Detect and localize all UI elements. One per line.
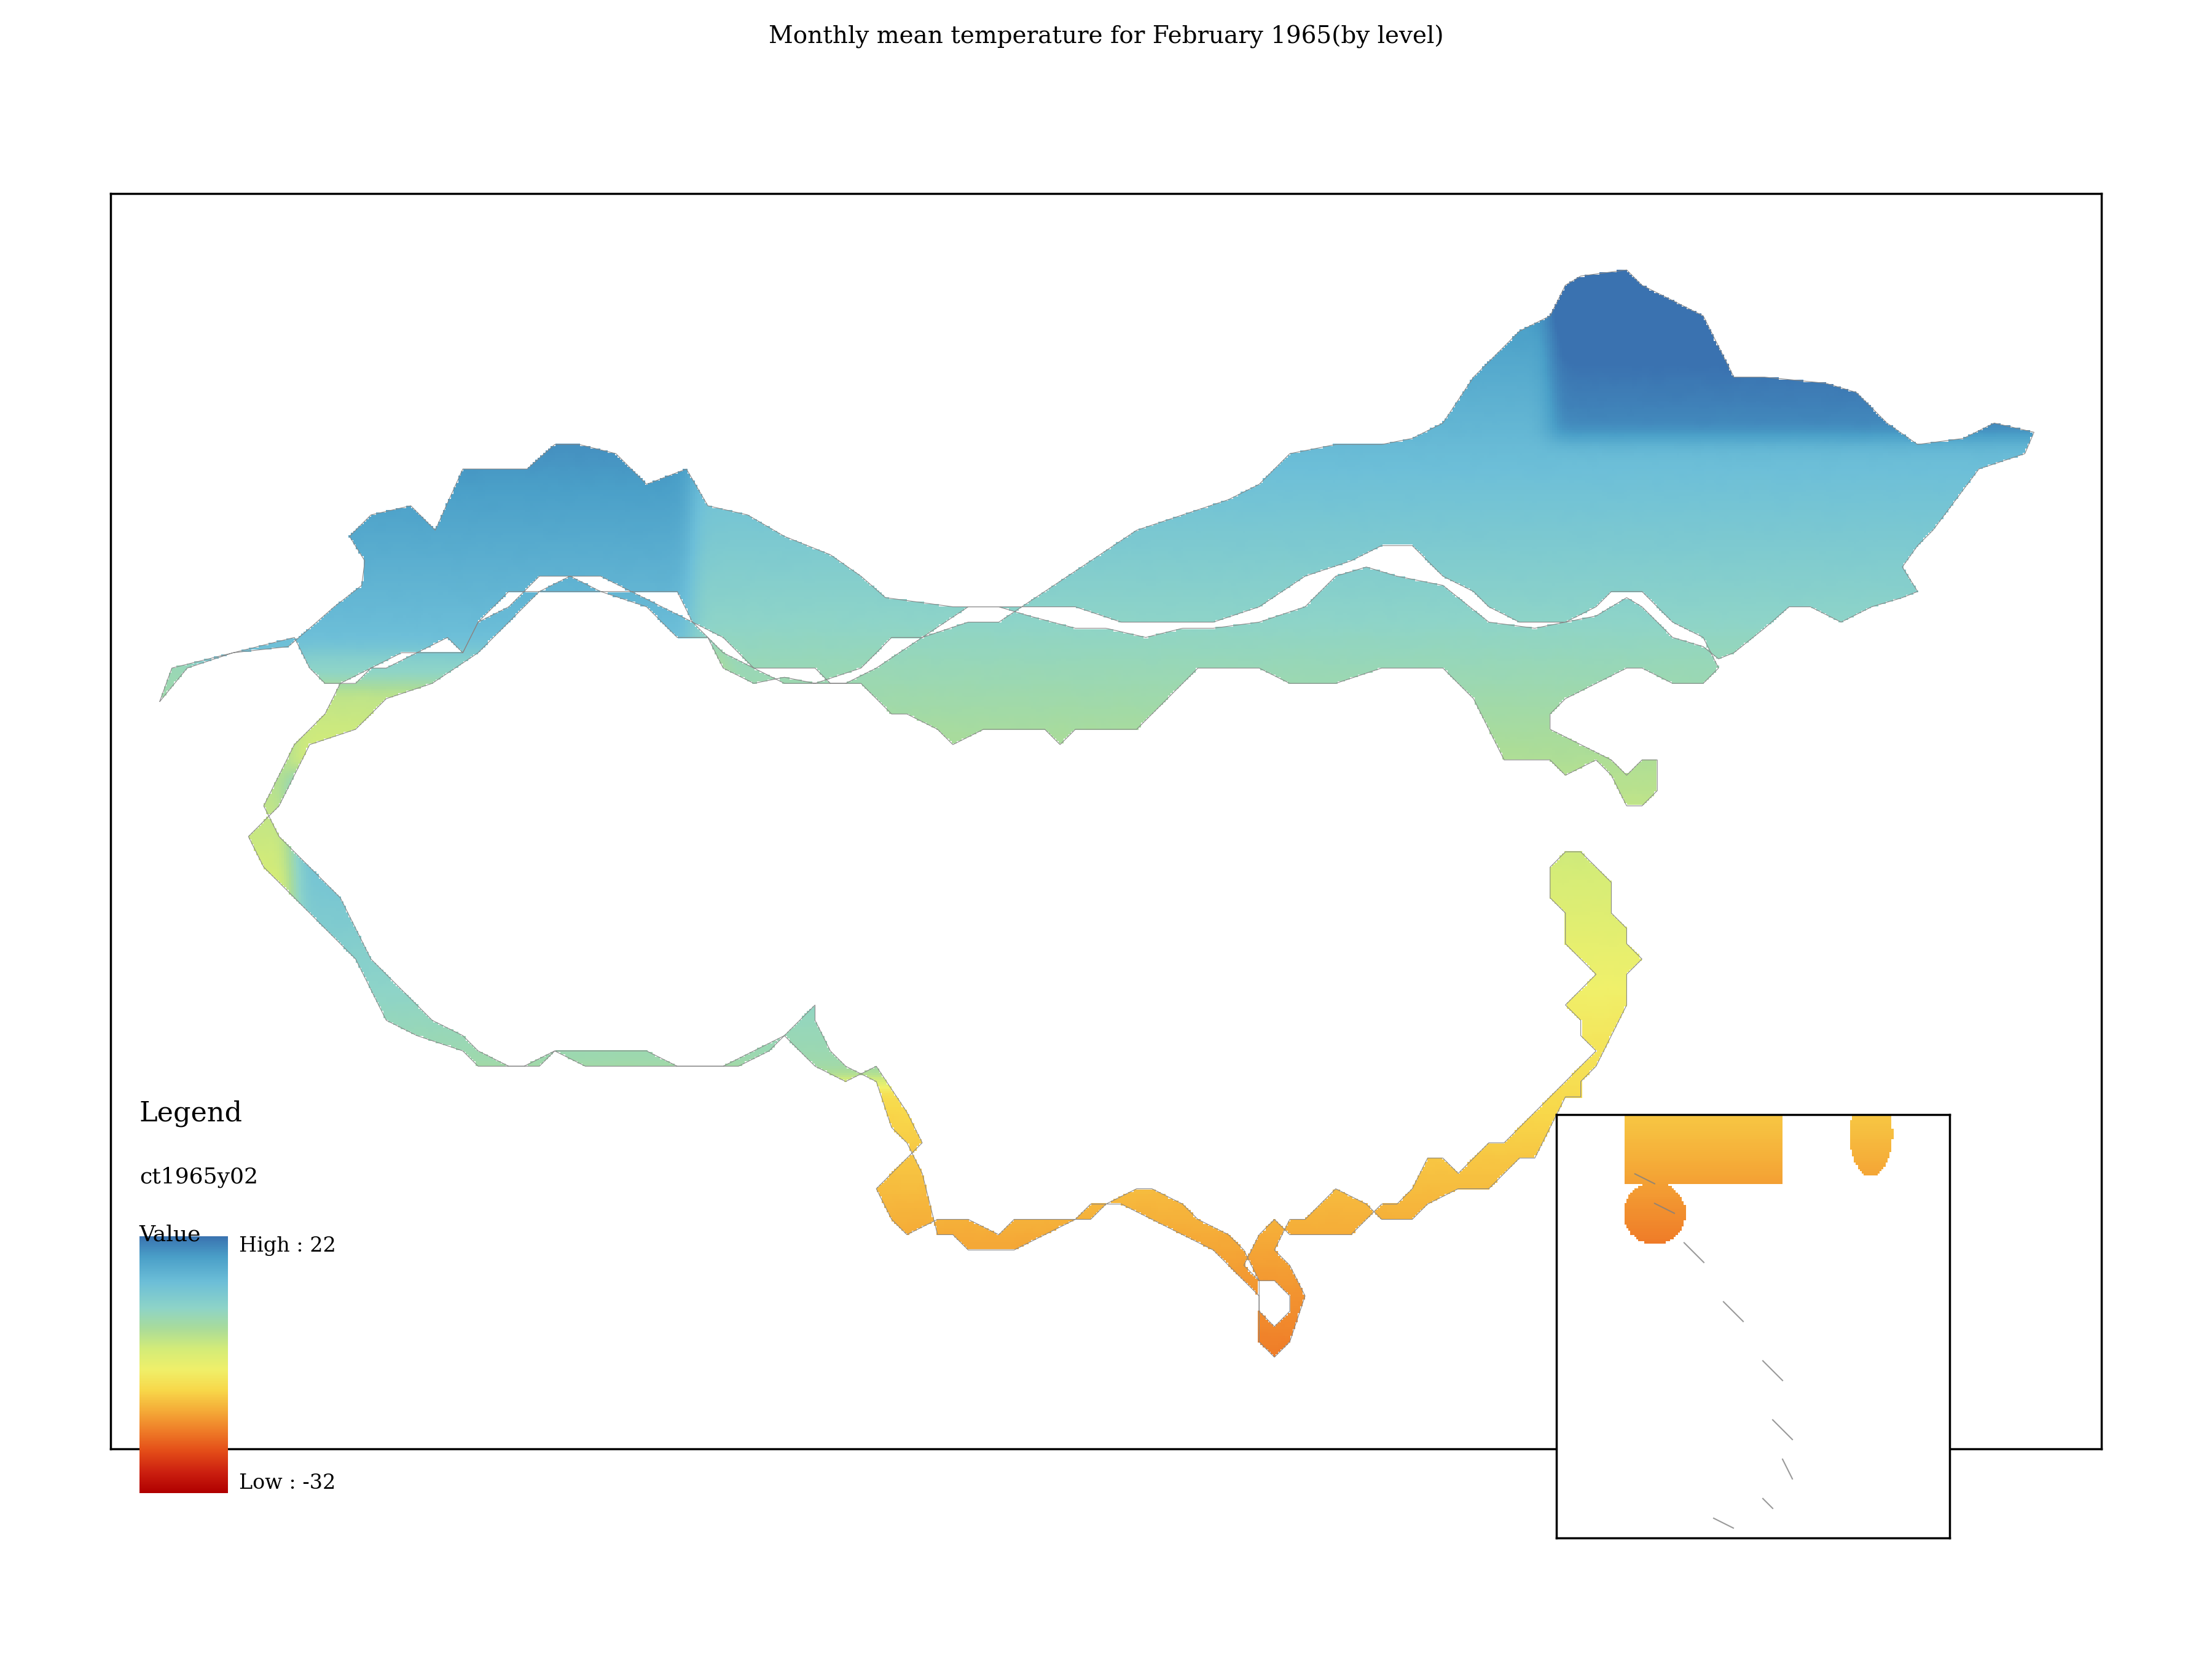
Text: High : 22: High : 22 bbox=[239, 1236, 336, 1256]
Text: ct1965y02: ct1965y02 bbox=[139, 1166, 259, 1188]
Text: Legend: Legend bbox=[139, 1100, 243, 1126]
Text: Monthly mean temperature for February 1965(by level): Monthly mean temperature for February 19… bbox=[768, 25, 1444, 48]
Text: Value: Value bbox=[139, 1224, 201, 1246]
Text: Low : -32: Low : -32 bbox=[239, 1473, 336, 1493]
